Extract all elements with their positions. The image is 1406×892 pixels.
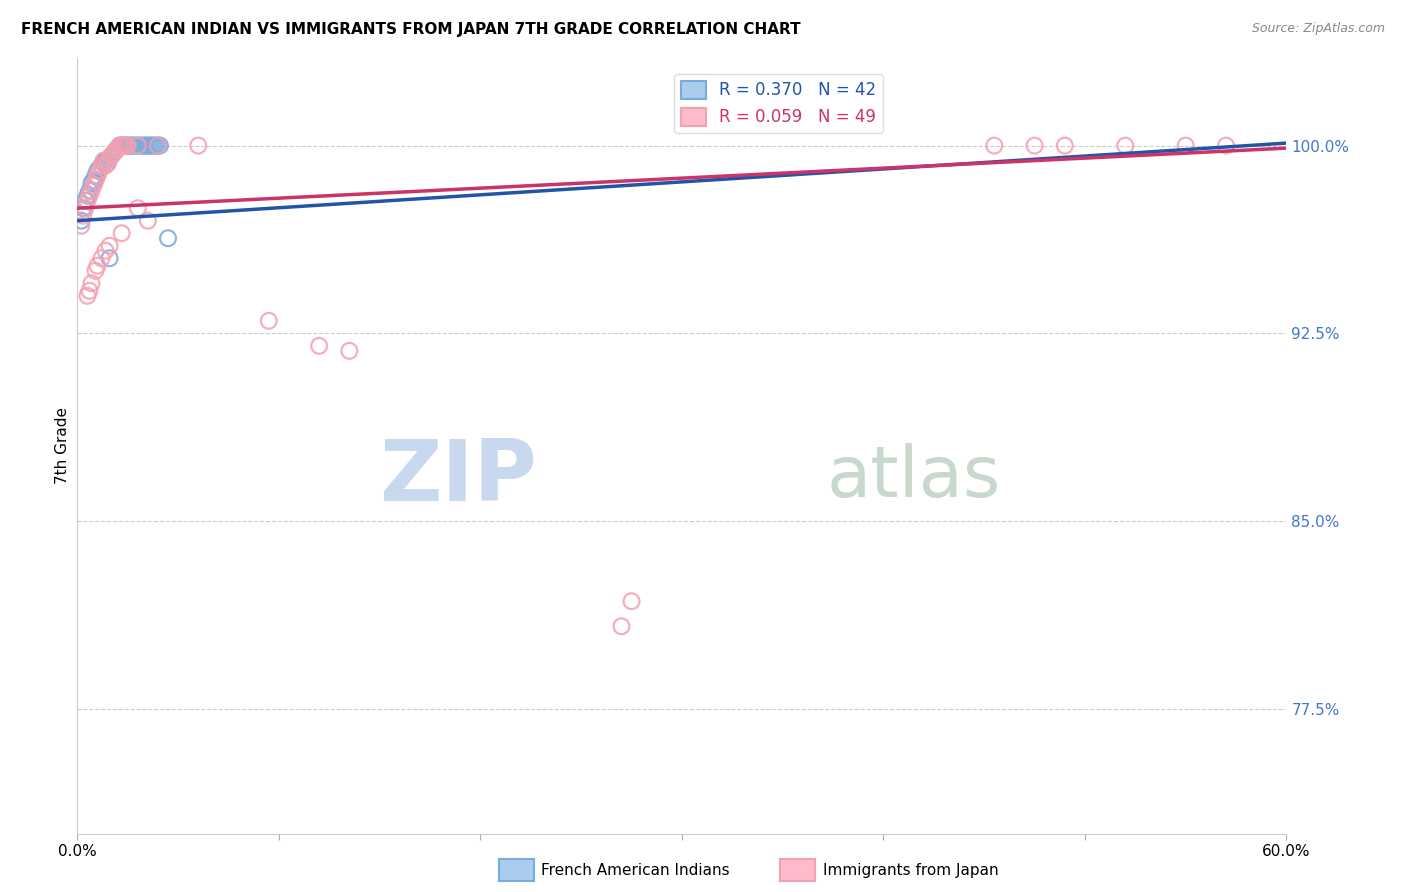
Text: ZIP: ZIP — [380, 435, 537, 518]
Text: French American Indians: French American Indians — [541, 863, 730, 878]
Point — [610, 619, 633, 633]
Point — [257, 314, 280, 328]
Point — [121, 138, 143, 153]
Point — [132, 138, 155, 153]
Point — [94, 153, 117, 168]
Point — [79, 184, 101, 198]
Text: FRENCH AMERICAN INDIAN VS IMMIGRANTS FROM JAPAN 7TH GRADE CORRELATION CHART: FRENCH AMERICAN INDIAN VS IMMIGRANTS FRO… — [21, 22, 800, 37]
Point — [339, 343, 360, 358]
Point — [104, 144, 127, 158]
Point — [80, 184, 103, 198]
Point — [136, 213, 159, 227]
Point — [983, 138, 1005, 153]
Point — [157, 231, 180, 245]
Point — [149, 138, 172, 153]
Point — [620, 594, 643, 608]
Point — [84, 174, 107, 188]
Point — [111, 138, 134, 153]
Point — [86, 259, 108, 273]
Point — [80, 277, 103, 291]
Point — [79, 188, 101, 202]
Point — [84, 264, 107, 278]
Point — [1024, 138, 1046, 153]
Point — [80, 176, 103, 190]
Point — [89, 163, 111, 178]
Point — [90, 252, 112, 266]
Point — [100, 148, 122, 162]
Point — [127, 138, 149, 153]
Point — [96, 156, 118, 170]
Point — [96, 156, 118, 170]
Text: Source: ZipAtlas.com: Source: ZipAtlas.com — [1251, 22, 1385, 36]
Point — [139, 138, 162, 153]
Point — [112, 138, 135, 153]
Point — [76, 194, 98, 208]
Point — [135, 138, 157, 153]
Text: Immigrants from Japan: Immigrants from Japan — [823, 863, 998, 878]
Point — [98, 252, 121, 266]
Point — [90, 159, 112, 173]
Point — [94, 159, 117, 173]
Point — [107, 141, 129, 155]
Point — [122, 138, 145, 153]
Point — [70, 213, 93, 227]
Point — [145, 138, 167, 153]
Point — [98, 151, 121, 165]
Point — [108, 138, 131, 153]
Point — [127, 138, 149, 153]
Point — [136, 138, 159, 153]
Point — [84, 169, 107, 183]
Point — [141, 138, 163, 153]
Point — [111, 138, 134, 153]
Point — [98, 151, 121, 165]
Point — [75, 194, 97, 208]
Point — [308, 339, 330, 353]
Point — [93, 153, 115, 168]
Point — [1053, 138, 1076, 153]
Point — [127, 201, 149, 215]
Point — [94, 244, 117, 258]
Point — [75, 201, 97, 215]
Point — [72, 201, 94, 215]
Point — [76, 289, 98, 303]
Point — [107, 141, 129, 155]
Point — [112, 138, 135, 153]
Point — [93, 156, 115, 170]
Legend: R = 0.370   N = 42, R = 0.059   N = 49: R = 0.370 N = 42, R = 0.059 N = 49 — [675, 74, 883, 133]
Point — [114, 138, 136, 153]
Point — [82, 178, 104, 193]
Point — [111, 226, 134, 240]
Point — [108, 138, 131, 153]
Point — [131, 138, 153, 153]
Point — [98, 238, 121, 252]
Point — [103, 146, 125, 161]
Point — [90, 159, 112, 173]
Point — [1174, 138, 1197, 153]
Point — [104, 144, 127, 158]
Point — [100, 148, 122, 162]
Point — [76, 188, 98, 202]
Y-axis label: 7th Grade: 7th Grade — [55, 408, 70, 484]
Point — [117, 138, 139, 153]
Text: atlas: atlas — [827, 442, 1001, 511]
Point — [146, 138, 169, 153]
Point — [187, 138, 209, 153]
Point — [79, 284, 101, 298]
Point — [86, 169, 108, 183]
Point — [128, 138, 150, 153]
Point — [118, 138, 141, 153]
Point — [86, 163, 108, 178]
Point — [72, 209, 94, 223]
Point — [70, 219, 93, 233]
Point — [89, 161, 111, 175]
Point — [146, 138, 169, 153]
Point — [142, 138, 165, 153]
Point — [82, 174, 104, 188]
Point — [114, 138, 136, 153]
Point — [125, 138, 148, 153]
Point — [1114, 138, 1136, 153]
Point — [103, 146, 125, 161]
Point — [117, 138, 139, 153]
Point — [1215, 138, 1237, 153]
